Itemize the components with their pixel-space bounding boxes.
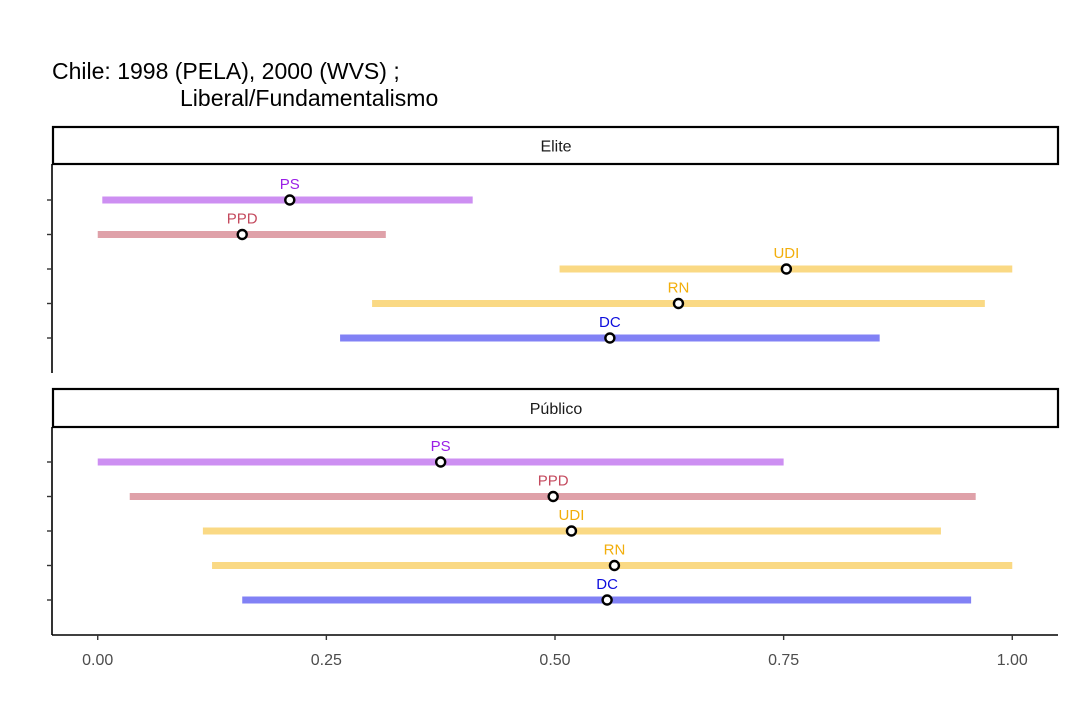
party-label-ppd: PPD [227,211,258,228]
x-tick-label: 0.50 [539,652,570,669]
panel-strip [51,387,1060,429]
panels-group: Elite PS PPD UDI RN DC Público PS PPD UDI RN DC [47,125,1060,635]
mean-point-dc [604,332,616,344]
mean-point-ps [434,456,447,468]
panel-strip-label: Público [530,401,583,418]
chart-subtitle: Liberal/Fundamentalismo [180,85,438,111]
party-label-ps: PS [280,176,300,193]
mean-point-rn [608,559,621,572]
party-label-ppd: PPD [538,473,569,490]
panel-pblico: Público PS PPD UDI RN DC [47,387,1060,635]
mean-point-ppd [547,490,559,503]
x-tick-label: 0.25 [311,652,342,669]
mean-point-ps [284,194,296,206]
party-label-rn: RN [604,542,626,559]
x-axis: 0.00 0.25 0.50 0.75 1.00 [52,634,1058,669]
panel-elite: Elite PS PPD UDI RN DC [47,125,1060,373]
mean-point-udi [780,263,793,275]
chart-title: Chile: 1998 (PELA), 2000 (WVS) ; [52,58,400,84]
party-label-ps: PS [431,438,451,455]
party-label-dc: DC [599,314,621,331]
panel-strip [51,125,1060,166]
panel-strip-label: Elite [540,139,571,156]
party-label-udi: UDI [773,245,799,262]
mean-point-ppd [236,228,248,241]
party-label-dc: DC [596,576,618,593]
party-label-udi: UDI [559,507,585,524]
mean-point-rn [672,297,685,310]
x-tick-label: 0.75 [768,652,799,669]
party-label-rn: RN [668,280,690,297]
x-tick-label: 0.00 [82,652,113,669]
x-tick-label: 1.00 [997,652,1028,669]
mean-point-udi [565,525,578,537]
mean-point-dc [601,594,613,606]
